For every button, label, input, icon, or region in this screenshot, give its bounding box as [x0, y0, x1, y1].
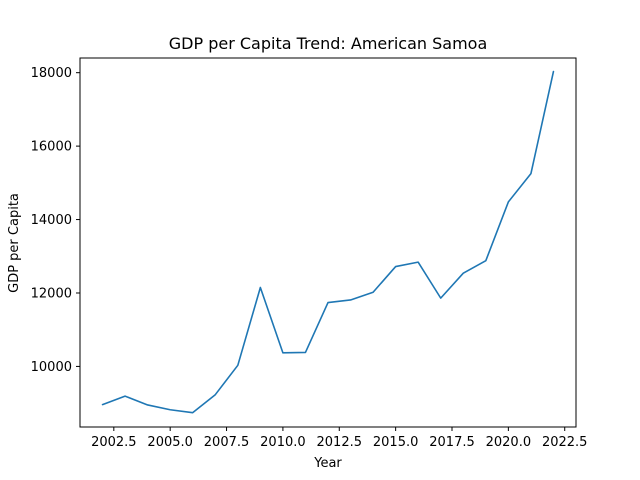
x-tick-label: 2007.5 — [204, 435, 250, 450]
chart-title: GDP per Capita Trend: American Samoa — [169, 34, 488, 53]
x-tick-label: 2015.0 — [373, 435, 419, 450]
x-axis-title: Year — [313, 456, 342, 471]
plot-frame — [79, 57, 577, 428]
y-tick-label: 18000 — [31, 66, 72, 81]
x-tick-label: 2022.5 — [542, 435, 588, 450]
y-tick-label: 10000 — [31, 360, 72, 375]
y-tick-label: 14000 — [31, 213, 72, 228]
x-tick-label: 2005.0 — [147, 435, 193, 450]
y-tick-label: 12000 — [31, 286, 72, 301]
y-axis-title: GDP per Capita — [7, 193, 22, 293]
y-tick-label: 16000 — [31, 140, 72, 155]
plot-area: 2002.5 2005.0 2007.5 2010.0 2012.5 2015.0 2017… — [31, 57, 588, 450]
x-tick-label: 2002.5 — [91, 435, 137, 450]
x-tick-label: 2010.0 — [260, 435, 306, 450]
x-tick-label: 2012.5 — [317, 435, 363, 450]
x-tick-label: 2017.5 — [429, 435, 475, 450]
x-tick-label: 2020.0 — [486, 435, 532, 450]
series-line-0 — [101, 70, 555, 414]
